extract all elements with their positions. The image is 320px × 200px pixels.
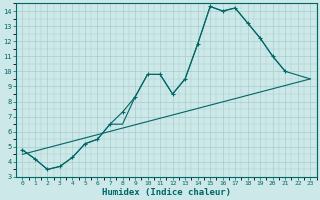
- X-axis label: Humidex (Indice chaleur): Humidex (Indice chaleur): [102, 188, 231, 197]
